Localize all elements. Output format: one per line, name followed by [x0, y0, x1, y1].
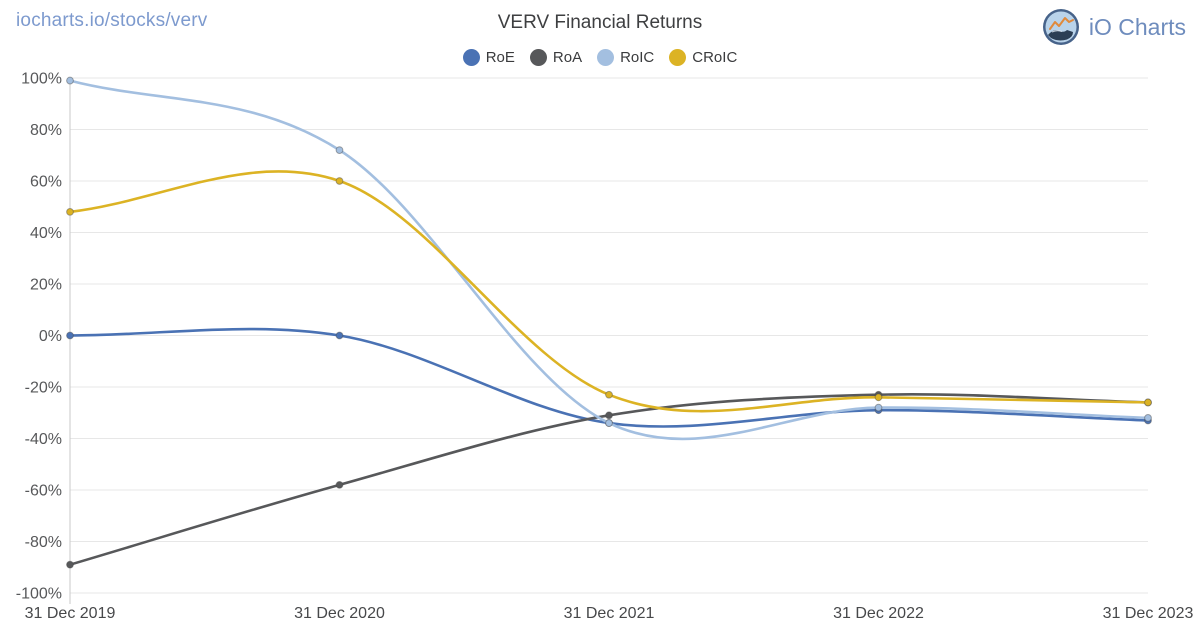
y-tick-label: 0%	[39, 328, 62, 345]
legend-swatch-icon	[597, 49, 615, 66]
data-point-roe	[335, 331, 344, 340]
brand-name: iO Charts	[1088, 13, 1186, 40]
data-point-roic	[605, 419, 613, 427]
x-tick-label: 31 Dec 2023	[1103, 605, 1194, 622]
legend-item-roic[interactable]: RoIC	[597, 49, 654, 66]
data-point-croic	[66, 208, 74, 216]
data-point-croic	[1144, 398, 1152, 407]
data-point-roic	[66, 76, 74, 85]
x-tick-label: 31 Dec 2020	[294, 605, 385, 622]
y-tick-label: 60%	[30, 174, 62, 191]
legend-item-roa[interactable]: RoA	[529, 49, 583, 66]
series-line-croic	[68, 170, 1150, 413]
iocharts-logo-icon	[1042, 8, 1080, 46]
data-point-roa	[335, 480, 344, 489]
breadcrumb-link[interactable]: iocharts.io/stocks/verv	[16, 10, 208, 31]
x-tick-label: 31 Dec 2019	[25, 605, 116, 622]
legend-swatch-icon	[462, 49, 480, 66]
data-point-roa	[605, 411, 613, 420]
data-point-roa	[66, 560, 74, 569]
y-tick-label: -100%	[16, 586, 62, 603]
brand[interactable]: iO Charts	[1042, 8, 1186, 46]
y-tick-label: -40%	[25, 431, 62, 448]
x-tick-label: 31 Dec 2022	[833, 605, 924, 622]
legend-item-croic[interactable]: CRoIC	[669, 49, 737, 66]
data-point-roe	[66, 331, 74, 340]
chart-legend: RoE RoA RoIC CRoIC	[0, 49, 1200, 66]
y-tick-label: 80%	[30, 122, 62, 139]
data-point-roic	[874, 403, 883, 412]
y-tick-label: -80%	[25, 534, 62, 551]
page-title: VERV Financial Returns	[497, 12, 703, 33]
y-tick-label: 40%	[30, 225, 62, 242]
y-tick-label: 20%	[30, 277, 62, 294]
legend-label: RoE	[485, 49, 515, 66]
legend-label: RoIC	[620, 49, 655, 66]
legend-swatch-icon	[529, 49, 547, 66]
series-line-roic	[68, 79, 1150, 441]
data-point-roic	[335, 146, 344, 155]
data-point-croic	[874, 393, 883, 402]
y-tick-label: -60%	[25, 483, 62, 500]
y-tick-label: -20%	[25, 380, 62, 397]
legend-label: RoA	[552, 49, 583, 66]
y-tick-label: 100%	[21, 71, 62, 88]
data-point-roic	[1144, 414, 1152, 422]
legend-item-roe[interactable]: RoE	[462, 49, 515, 66]
data-point-croic	[605, 390, 613, 399]
x-tick-label: 31 Dec 2021	[564, 605, 655, 622]
data-point-croic	[335, 177, 344, 185]
legend-swatch-icon	[669, 49, 687, 66]
legend-label: CRoIC	[692, 49, 738, 66]
